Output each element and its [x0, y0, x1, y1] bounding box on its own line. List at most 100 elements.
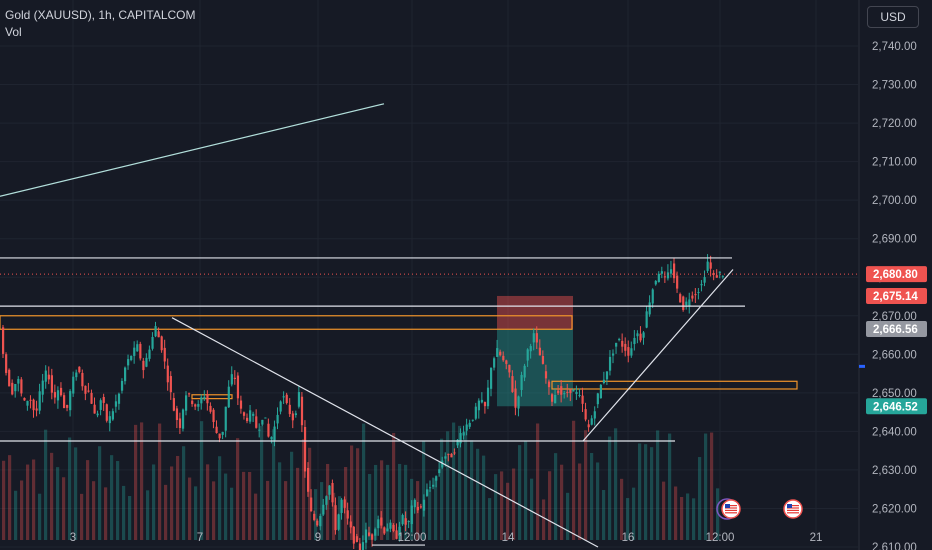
volume-bar — [680, 497, 684, 540]
candle-body — [334, 505, 337, 531]
candle-body — [114, 401, 118, 407]
volume-bar — [392, 432, 396, 540]
time-tick-label: 12:00 — [398, 532, 427, 544]
currency-button[interactable]: USD — [867, 6, 919, 28]
candle-body — [11, 382, 14, 395]
candle-body — [102, 396, 105, 403]
candle-body — [532, 333, 535, 343]
candle-body — [605, 371, 609, 380]
candle-body — [2, 327, 5, 354]
volume-bar — [218, 456, 222, 540]
candle-body — [117, 393, 121, 404]
us-flag-icon[interactable] — [716, 498, 741, 520]
candle-body — [551, 394, 554, 402]
volume-indicator-label[interactable]: Vol — [5, 25, 22, 39]
candle-body — [715, 275, 718, 278]
volume-bar — [68, 437, 72, 540]
candle-body — [398, 526, 401, 537]
volume-bar — [212, 481, 216, 540]
price-tick-label: 2,630.00 — [872, 465, 917, 477]
candle-body — [422, 499, 426, 511]
candle-body — [459, 433, 462, 444]
candle-body — [429, 487, 432, 489]
volume-bar — [440, 438, 444, 540]
candle-body — [8, 369, 11, 387]
volume-bar — [182, 446, 186, 540]
time-tick-label: 12:00 — [706, 532, 735, 544]
volume-bar — [170, 466, 174, 540]
flag-stripe — [725, 512, 737, 514]
volume-bar — [470, 440, 474, 540]
candle-body — [486, 387, 490, 407]
volume-bar — [536, 423, 540, 540]
candle-body — [20, 379, 23, 394]
volume-bar — [512, 468, 516, 540]
volume-bar — [578, 463, 582, 540]
candle-body — [5, 354, 8, 373]
price-axis[interactable]: 2,610.00 2,620.00 2,630.00 2,640.00 2,650.00… — [858, 0, 927, 550]
candle-body — [529, 346, 532, 352]
flag-stripe — [725, 505, 737, 507]
candle-body — [447, 453, 450, 455]
candle-body — [291, 413, 294, 421]
candle-body — [239, 400, 243, 409]
candle-body — [444, 456, 447, 459]
candle-body — [599, 384, 602, 399]
candle-body — [456, 439, 459, 446]
candle-body — [50, 375, 53, 393]
time-tick-label: 9 — [315, 532, 321, 544]
price-tick-label: 2,650.00 — [872, 388, 917, 400]
candle-body — [310, 497, 313, 512]
candle-body — [108, 416, 111, 424]
volume-bar — [626, 498, 630, 540]
candle-body — [142, 360, 145, 371]
time-axis[interactable]: 3 7 9 12:00 14 16 12:00 21 — [70, 532, 823, 544]
price-badge — [866, 287, 927, 304]
candle-body — [557, 390, 560, 394]
time-tick-label: 3 — [70, 532, 76, 544]
symbol-title[interactable]: Gold (XAUUSD), 1h, CAPITALCOM — [5, 8, 196, 22]
us-flag-icon[interactable] — [783, 499, 803, 519]
candle-body — [163, 347, 166, 362]
candle-body — [718, 271, 721, 273]
candle-body — [279, 401, 282, 412]
volume-bar — [356, 448, 360, 540]
price-tick-label: 2,700.00 — [872, 195, 917, 207]
candle-body — [694, 294, 697, 296]
volume-bar — [122, 485, 126, 540]
candle-body — [416, 506, 419, 511]
volume-bar — [242, 471, 246, 540]
candle-body — [133, 347, 136, 356]
volume-bar — [698, 457, 702, 540]
candle-body — [462, 432, 465, 436]
candle-body — [395, 530, 398, 539]
candle-body — [554, 394, 557, 404]
candle-body — [288, 404, 291, 415]
candle-body — [331, 482, 334, 503]
candle-body — [563, 393, 566, 395]
candle-body — [343, 499, 346, 508]
flag-stripe — [725, 509, 737, 511]
price-badge — [866, 266, 927, 283]
volume-bar — [668, 433, 672, 540]
volume-bar — [332, 492, 336, 540]
flag-stripe — [725, 507, 737, 509]
volume-bar — [380, 460, 384, 540]
volume-bar — [2, 460, 6, 540]
candle-body — [26, 400, 29, 406]
volume-bar — [494, 474, 498, 540]
event-flags[interactable] — [716, 498, 803, 520]
candle-body — [645, 311, 648, 328]
price-tick-label: 2,610.00 — [872, 542, 917, 550]
volume-bar — [614, 428, 618, 540]
candle-body — [663, 276, 667, 278]
candle-body — [703, 277, 706, 283]
candle-body — [410, 505, 413, 525]
candle-body — [364, 529, 368, 543]
candle-body — [383, 527, 386, 534]
volume-bar — [404, 464, 408, 540]
candle-body — [96, 413, 99, 416]
candle-body — [621, 340, 624, 347]
volume-bar — [290, 451, 294, 540]
